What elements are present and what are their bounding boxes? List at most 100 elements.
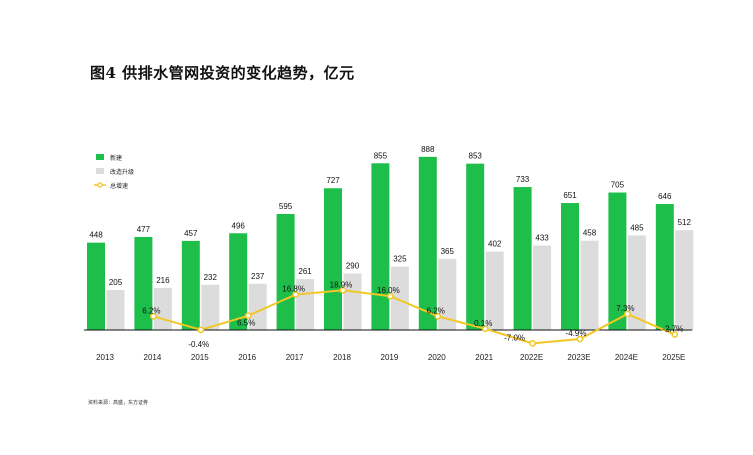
growth-point-2022E [529, 340, 536, 347]
growth-label-2014: 6.2% [142, 306, 160, 315]
growth-label-2016: 6.5% [237, 319, 255, 328]
legend-swatch-growth-marker [97, 182, 103, 188]
x-axis-tick-labels: 2013 2014 2015 2016 2017 2018 2019 2020 2021 2022… [96, 353, 685, 362]
growth-point-2018 [339, 286, 347, 294]
tick-label-2021: 2021 [475, 353, 493, 362]
bar-renovation-2021 [485, 251, 504, 330]
tick-label-2018: 2018 [333, 353, 351, 362]
label-renovation-2025E: 512 [678, 218, 692, 227]
growth-line-path [153, 289, 676, 345]
label-new-2017: 595 [279, 202, 293, 211]
growth-point-2020 [434, 312, 442, 320]
bar-new-2016 [229, 233, 248, 330]
label-renovation-2017: 261 [298, 267, 312, 276]
bar-renovation-2025E [675, 230, 694, 330]
label-renovation-2019: 325 [393, 255, 407, 264]
label-new-2013: 448 [89, 231, 103, 240]
growth-label-2017: 16.8% [282, 285, 305, 294]
label-renovation-2020: 365 [441, 247, 455, 256]
label-renovation-2023E: 458 [583, 229, 597, 238]
label-new-2018: 727 [326, 176, 340, 185]
bar-new-2017 [276, 213, 295, 330]
label-new-2022E: 733 [516, 175, 530, 184]
legend-swatch-renovation [96, 168, 104, 174]
growth-point-2015 [197, 326, 205, 334]
bar-new-2015 [181, 240, 200, 330]
bar-new-2018 [324, 188, 342, 330]
label-renovation-2018: 290 [346, 261, 360, 270]
tick-label-2016: 2016 [238, 353, 256, 362]
growth-label-2022E: -7.0% [504, 333, 525, 342]
growth-point-2025E [671, 331, 679, 338]
series-growth-line: 6.2% -0.4% 6.5% 16.8% 18.9% 16.0% 6.2% 0.1% -7.0… [142, 280, 683, 349]
growth-label-2018: 18.9% [330, 280, 353, 289]
bar-new-2025E [655, 204, 674, 330]
bar-renovation-2024E [627, 235, 646, 330]
tick-label-2022E: 2022E [520, 353, 543, 362]
tick-label-2020: 2020 [428, 353, 446, 362]
tick-label-2017: 2017 [286, 353, 304, 362]
bar-new-2023E [561, 203, 579, 330]
growth-point-2021 [481, 325, 489, 333]
bar-renovation-2022E [533, 245, 552, 330]
label-new-2014: 477 [137, 225, 151, 234]
label-new-2021: 853 [469, 152, 483, 161]
legend-label-new: 新建 [110, 154, 122, 162]
tick-label-2013: 2013 [96, 353, 114, 362]
series-renovation-bars [106, 230, 694, 330]
legend-label-growth: 总增速 [110, 182, 128, 190]
tick-label-2019: 2019 [381, 353, 399, 362]
bar-new-2013 [87, 242, 105, 330]
legend-swatch-new [96, 154, 104, 160]
chart-title: 图4 供排水管网投资的变化趋势，亿元 [90, 64, 355, 82]
label-renovation-2016: 237 [251, 272, 265, 281]
label-renovation-2013: 205 [109, 278, 123, 287]
bar-renovation-2013 [106, 290, 125, 330]
growth-point-2014 [150, 312, 157, 320]
label-renovation-2021: 402 [488, 240, 502, 249]
label-renovation-2014: 216 [156, 276, 170, 285]
legend-label-renovation: 改造升级 [110, 168, 134, 176]
bar-new-2019 [371, 163, 390, 330]
growth-point-2016 [244, 312, 252, 320]
tick-label-2015: 2015 [191, 353, 209, 362]
growth-label-2021: 0.1% [474, 319, 492, 328]
label-renovation-2022E: 433 [535, 234, 549, 243]
label-new-2015: 457 [184, 229, 198, 238]
growth-label-2015: -0.4% [188, 340, 209, 349]
bar-new-2022E [513, 187, 532, 330]
bar-renovation-2016 [248, 283, 267, 330]
growth-label-2019: 16.0% [377, 286, 400, 295]
growth-label-2025E: -2.7% [662, 325, 683, 334]
bar-new-2021 [466, 163, 485, 330]
bar-renovation-2020 [438, 258, 457, 330]
label-new-2024E: 705 [611, 181, 625, 190]
label-new-2023E: 651 [563, 191, 577, 200]
bar-new-2020 [418, 156, 437, 330]
bar-new-2014 [134, 236, 153, 330]
label-renovation-2015: 232 [204, 273, 218, 282]
tick-label-2025E: 2025E [662, 353, 685, 362]
tick-label-2014: 2014 [144, 353, 162, 362]
growth-label-2024E: 7.3% [616, 304, 634, 313]
label-new-2020: 888 [421, 145, 435, 154]
data-labels: 448 205 477 216 457 232 496 237 595 261 727 290 855 3… [89, 145, 691, 287]
bar-renovation-2023E [580, 240, 599, 330]
label-renovation-2024E: 485 [630, 223, 644, 232]
growth-point-2017 [292, 291, 299, 298]
bar-renovation-2017 [296, 279, 315, 330]
label-new-2016: 496 [232, 221, 246, 230]
growth-label-2020: 6.2% [427, 306, 445, 315]
bar-renovation-2018 [343, 273, 362, 330]
bar-renovation-2019 [390, 266, 409, 330]
label-new-2019: 855 [374, 151, 388, 160]
growth-point-2024E [624, 310, 631, 318]
growth-point-2023E [576, 335, 584, 343]
tick-label-2024E: 2024E [615, 353, 638, 362]
label-new-2025E: 646 [658, 192, 672, 201]
bar-renovation-2015 [201, 284, 220, 330]
source-note: 资料来源：高盛，东方证券 [88, 400, 149, 406]
growth-label-2023E: -4.9% [566, 329, 587, 338]
